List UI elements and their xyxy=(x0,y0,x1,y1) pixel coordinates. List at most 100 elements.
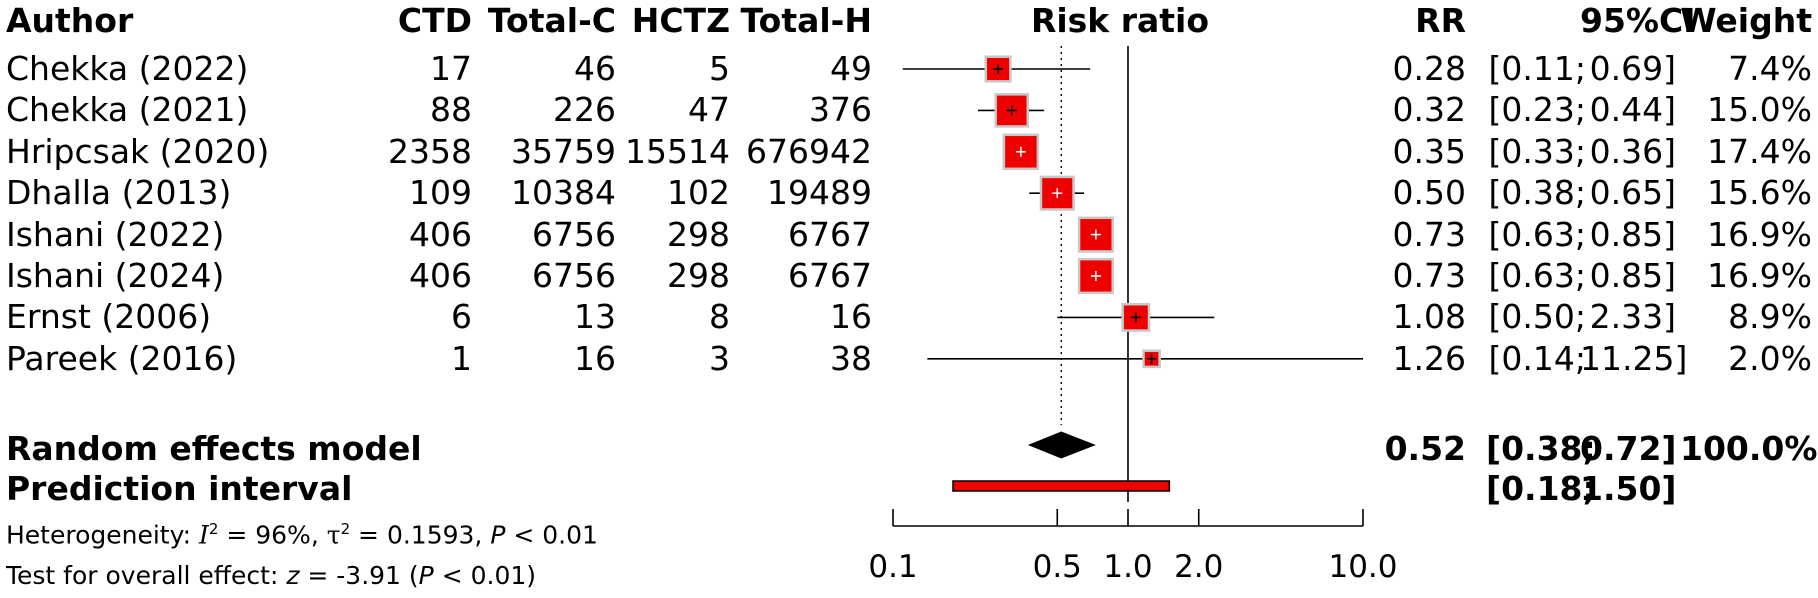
study-weight: 16.9% xyxy=(1707,215,1812,254)
study-ci-high: 0.85] xyxy=(1589,256,1676,295)
study-author: Hripcsak (2020) xyxy=(6,132,270,171)
study-ci-low: [0.33; xyxy=(1488,132,1586,171)
study-total-c: 10384 xyxy=(511,173,616,212)
study-total-h: 19489 xyxy=(767,173,872,212)
tau-sup: 2 xyxy=(340,520,351,538)
study-ci-high: 0.85] xyxy=(1589,215,1676,254)
study-author: Dhalla (2013) xyxy=(6,173,232,212)
header-hctz: HCTZ xyxy=(631,1,730,40)
study-ci-high: 2.33] xyxy=(1589,297,1676,336)
study-ci-high: 11.25] xyxy=(1580,339,1688,378)
tau-value: = 0.1593, xyxy=(350,520,491,550)
study-total-h: 376 xyxy=(809,90,872,129)
study-rr: 1.08 xyxy=(1392,297,1466,336)
study-total-c: 13 xyxy=(574,297,616,336)
study-rr: 0.28 xyxy=(1392,49,1466,88)
i2-sup: 2 xyxy=(208,520,219,538)
heterogeneity-p-symbol: P xyxy=(490,520,506,550)
summary-rr: 0.52 xyxy=(1384,429,1466,468)
study-weight: 7.4% xyxy=(1728,49,1812,88)
study-total-c: 46 xyxy=(574,49,616,88)
overall-p-symbol: P xyxy=(418,561,434,590)
study-ci-low: [0.11; xyxy=(1488,49,1586,88)
header-total-c: Total-C xyxy=(487,1,616,40)
prediction-interval-bar xyxy=(952,480,1171,492)
x-axis-tick-label: 0.5 xyxy=(1033,549,1082,585)
study-ctd: 17 xyxy=(430,49,472,88)
heterogeneity-line: Heterogeneity: I2 = 96%, τ2 = 0.1593, P … xyxy=(6,520,598,550)
study-ctd: 109 xyxy=(409,173,472,212)
study-total-h: 6767 xyxy=(788,256,872,295)
x-axis-tick-label: 10.0 xyxy=(1328,549,1397,585)
study-total-h: 49 xyxy=(830,49,872,88)
z-value: = -3.91 ( xyxy=(299,561,419,590)
study-weight: 2.0% xyxy=(1728,339,1812,378)
study-total-c: 35759 xyxy=(511,132,616,171)
study-box xyxy=(1039,175,1075,211)
study-hctz: 298 xyxy=(667,215,730,254)
study-ci-low: [0.63; xyxy=(1488,215,1586,254)
study-hctz: 3 xyxy=(709,339,730,378)
study-author: Ishani (2022) xyxy=(6,215,225,254)
study-author: Ernst (2006) xyxy=(6,297,212,336)
study-hctz: 8 xyxy=(709,297,730,336)
study-total-h: 38 xyxy=(830,339,872,378)
header-ctd: CTD xyxy=(397,1,472,40)
study-weight: 15.0% xyxy=(1707,90,1812,129)
overall-effect-line: Test for overall effect: z = -3.91 (P < … xyxy=(6,563,536,588)
heterogeneity-p-value: < 0.01 xyxy=(505,520,598,550)
study-rr: 0.73 xyxy=(1392,256,1466,295)
study-ctd: 1 xyxy=(451,339,472,378)
study-ctd: 406 xyxy=(409,215,472,254)
summary-diamond xyxy=(1027,431,1096,459)
study-rr: 0.50 xyxy=(1392,173,1466,212)
header-rr: RR xyxy=(1415,1,1466,40)
summary-ci-high: 0.72] xyxy=(1580,429,1677,468)
header-weight: Weight xyxy=(1680,1,1812,40)
study-author: Pareek (2016) xyxy=(6,339,238,378)
i2-value: = 96%, xyxy=(218,520,327,550)
heterogeneity-prefix: Heterogeneity: xyxy=(6,520,199,550)
study-hctz: 47 xyxy=(688,90,730,129)
study-ctd: 2358 xyxy=(388,132,472,171)
study-ci-low: [0.63; xyxy=(1488,256,1586,295)
x-axis-tick-label: 2.0 xyxy=(1174,549,1223,585)
study-ctd: 88 xyxy=(430,90,472,129)
study-hctz: 5 xyxy=(709,49,730,88)
prediction-ci-low: [0.18; xyxy=(1486,469,1596,508)
study-hctz: 102 xyxy=(667,173,730,212)
x-axis-tick-label: 1.0 xyxy=(1103,549,1152,585)
z-symbol: z xyxy=(286,561,300,590)
study-total-c: 6756 xyxy=(532,215,616,254)
study-weight: 17.4% xyxy=(1707,132,1812,171)
study-ci-high: 0.65] xyxy=(1589,173,1676,212)
study-total-c: 6756 xyxy=(532,256,616,295)
summary-ci-low: [0.38; xyxy=(1486,429,1596,468)
study-total-c: 226 xyxy=(553,90,616,129)
header-total-h: Total-H xyxy=(740,1,872,40)
study-weight: 15.6% xyxy=(1707,173,1812,212)
overall-p-value: < 0.01) xyxy=(433,561,537,590)
study-total-h: 676942 xyxy=(746,132,872,171)
x-axis-tick-label: 0.1 xyxy=(868,549,917,585)
study-ci-high: 0.69] xyxy=(1589,49,1676,88)
summary-weight: 100.0% xyxy=(1680,429,1818,468)
study-author: Chekka (2021) xyxy=(6,90,249,129)
study-rr: 0.35 xyxy=(1392,132,1466,171)
study-total-h: 6767 xyxy=(788,215,872,254)
study-weight: 8.9% xyxy=(1728,297,1812,336)
study-author: Chekka (2022) xyxy=(6,49,249,88)
study-ci-low: [0.50; xyxy=(1488,297,1586,336)
study-ci-low: [0.23; xyxy=(1488,90,1586,129)
study-hctz: 15514 xyxy=(625,132,730,171)
i2-symbol: I xyxy=(198,520,209,550)
header-risk-ratio: Risk ratio xyxy=(1030,1,1210,40)
study-ci-low: [0.14; xyxy=(1488,339,1586,378)
header-author: Author xyxy=(6,1,134,40)
tau-symbol: τ xyxy=(326,520,341,550)
study-rr: 0.32 xyxy=(1392,90,1466,129)
study-weight: 16.9% xyxy=(1707,256,1812,295)
study-rr: 1.26 xyxy=(1392,339,1466,378)
study-ci-high: 0.44] xyxy=(1589,90,1676,129)
